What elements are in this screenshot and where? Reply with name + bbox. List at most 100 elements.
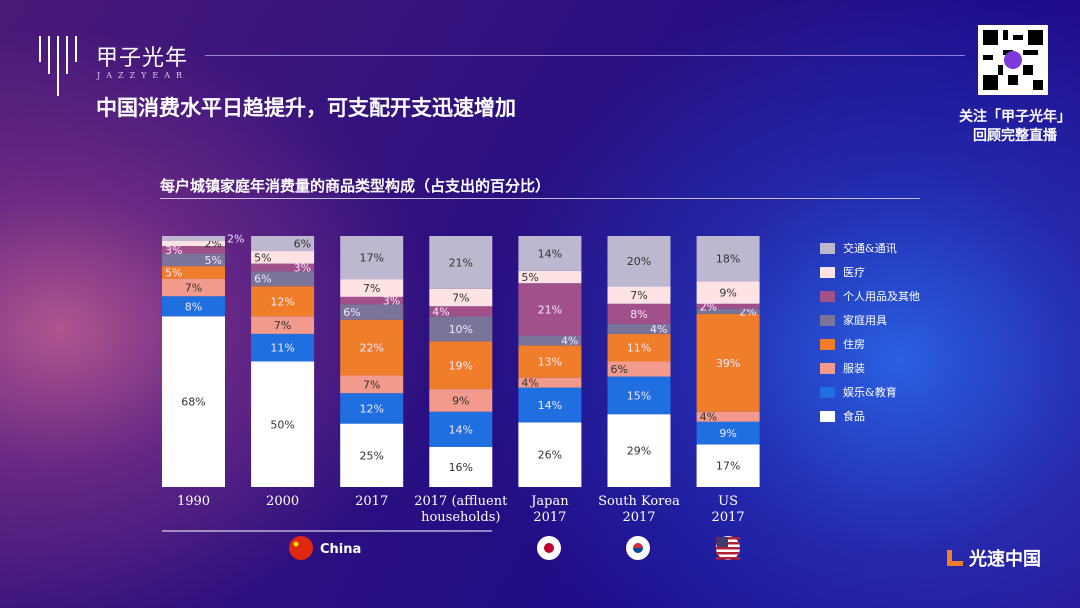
- x-tick-label: 1990: [177, 494, 210, 509]
- bar-segment: [251, 271, 315, 287]
- bar-segment: [518, 270, 582, 284]
- legend-swatch: [820, 362, 835, 374]
- legend-label: 住房: [843, 338, 865, 351]
- data-label: 25%: [359, 449, 383, 462]
- bar-segment: [251, 236, 315, 252]
- legend-label: 娱乐&教育: [843, 386, 897, 399]
- legend-swatch: [820, 290, 835, 302]
- data-label: 26%: [538, 449, 562, 462]
- bar-segment: [340, 279, 404, 297]
- legend-item: 娱乐&教育: [820, 380, 920, 404]
- brand-name: 甲子光年: [96, 46, 189, 71]
- page-title: 中国消费水平日趋提升，可支配开支迅速增加: [96, 96, 516, 120]
- legend-item: 交通&通讯: [820, 236, 920, 260]
- data-label: 50%: [270, 418, 294, 431]
- data-label: 10%: [449, 323, 473, 336]
- qr-code[interactable]: [978, 25, 1048, 95]
- data-label: 9%: [719, 427, 736, 440]
- x-tick-label: 2017: [712, 510, 745, 525]
- legend-label: 交通&通讯: [843, 242, 897, 255]
- data-label: 3%: [165, 244, 182, 257]
- data-label: 3%: [383, 295, 400, 308]
- data-label: 14%: [538, 399, 562, 412]
- bar-segment: [518, 377, 582, 388]
- bar-segment: [696, 303, 760, 309]
- data-label: 7%: [363, 378, 380, 391]
- legend-swatch: [820, 386, 835, 398]
- data-label: 7%: [363, 282, 380, 295]
- chart-title: 每户城镇家庭年消费量的商品类型构成（占支出的百分比）: [160, 177, 551, 195]
- bar-segment: [429, 411, 493, 447]
- data-label: 12%: [359, 402, 383, 415]
- x-tick-label: households): [421, 510, 500, 525]
- legend-swatch: [820, 242, 835, 254]
- bar-segment: [340, 296, 404, 305]
- bar-segment: [340, 236, 404, 280]
- bar-segment: [251, 316, 315, 334]
- bar-segment: [518, 422, 582, 487]
- bar-segment: [429, 446, 493, 487]
- data-label: 11%: [627, 342, 651, 355]
- bar-segment: [340, 393, 404, 424]
- x-tick-label: Japan: [529, 494, 569, 509]
- bar-segment: [696, 411, 760, 422]
- bar-segment: [162, 316, 225, 487]
- bar-segment: [518, 345, 582, 378]
- bar-segment: [429, 236, 493, 289]
- data-label: 5%: [254, 251, 271, 264]
- data-label: 6%: [254, 273, 271, 286]
- data-label: 6%: [611, 363, 628, 376]
- data-label: 7%: [630, 289, 647, 302]
- data-label: 21%: [449, 256, 473, 269]
- data-label: 17%: [716, 460, 740, 473]
- data-label: 4%: [700, 411, 717, 424]
- china-group-label: China: [320, 542, 361, 557]
- bar-segment: [607, 303, 671, 324]
- footer-logo: 光速中国: [945, 545, 1041, 571]
- bar-segment: [162, 253, 225, 267]
- legend-item: 服装: [820, 356, 920, 380]
- bar-segment: [607, 376, 671, 415]
- bar-segment: [518, 335, 582, 346]
- data-label: 4%: [650, 323, 667, 336]
- bar-segment: [162, 246, 225, 254]
- bar-segment: [696, 444, 760, 487]
- bar-segment: [429, 389, 493, 412]
- x-tick-label: 2000: [266, 494, 299, 509]
- bar-segment: [251, 263, 315, 272]
- data-label: 6%: [343, 306, 360, 319]
- bar-segment: [607, 361, 671, 377]
- bar-segment: [162, 278, 225, 297]
- x-tick-label: US: [718, 494, 738, 509]
- data-label: 5%: [521, 271, 538, 284]
- legend-item: 住房: [820, 332, 920, 356]
- legend-label: 服装: [843, 362, 865, 375]
- bar-segment: [251, 361, 315, 487]
- data-label: 5%: [205, 254, 222, 267]
- data-label: 15%: [627, 389, 651, 402]
- bar-segment: [429, 316, 493, 342]
- data-label: 17%: [359, 252, 383, 265]
- data-label: 22%: [359, 342, 383, 355]
- data-label: 2%: [227, 233, 244, 246]
- bar-segment: [518, 236, 582, 271]
- data-label: 7%: [185, 281, 202, 294]
- x-tick-label: 2017 (affluent: [414, 494, 508, 509]
- follow-line-1: 关注「甲子光年」: [959, 109, 1071, 125]
- footer-logo-text: 光速中国: [969, 549, 1041, 570]
- data-label: 14%: [449, 423, 473, 436]
- header-divider: [205, 55, 965, 56]
- data-label: 68%: [181, 396, 205, 409]
- bar-segment: [607, 236, 671, 287]
- brand-logo-icon: [39, 36, 77, 96]
- bar-segment: [340, 319, 404, 376]
- data-label: 7%: [274, 319, 291, 332]
- bar-segment: [162, 241, 225, 247]
- bar-segment: [696, 308, 760, 314]
- data-label: 5%: [165, 266, 182, 279]
- bar-segment: [251, 333, 315, 362]
- qr-code-icon: [983, 30, 1043, 90]
- data-label: 9%: [452, 394, 469, 407]
- data-label: 21%: [538, 303, 562, 316]
